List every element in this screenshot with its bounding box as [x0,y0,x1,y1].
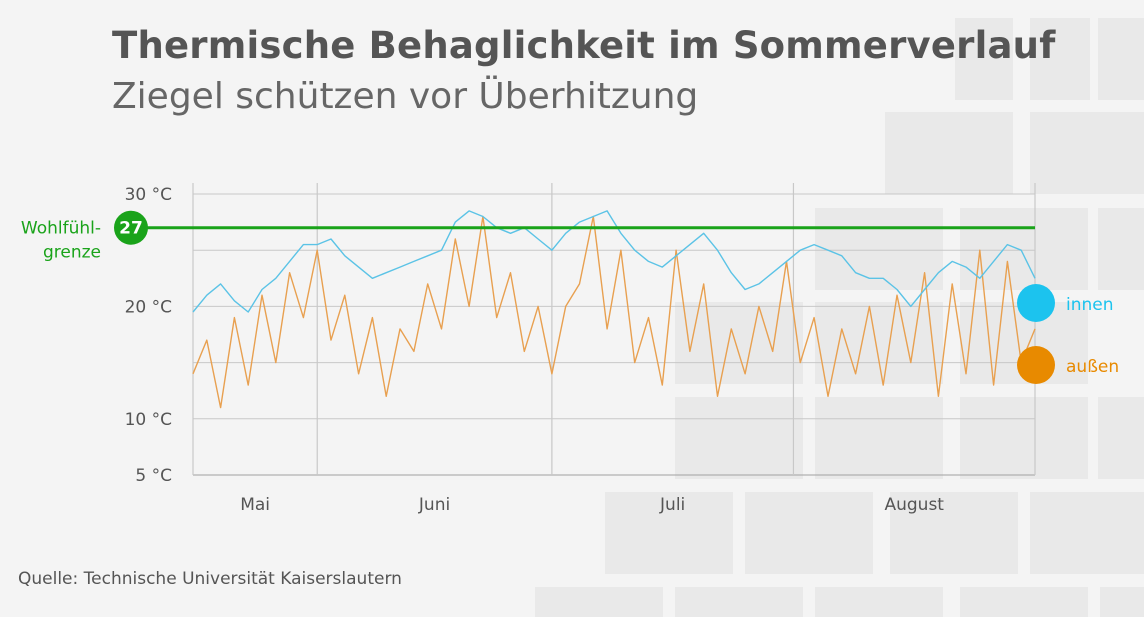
background-brick [1098,208,1144,290]
background-brick [815,587,943,617]
background-brick [675,397,803,479]
chart-title: Thermische Behaglichkeit im Sommerverlau… [112,24,1056,67]
background-brick [960,587,1088,617]
month-label: August [884,495,944,515]
legend-label-innen: innen [1066,295,1114,315]
background-brick [1098,18,1144,100]
background-brick [535,587,663,617]
y-tick-label: 5 °C [135,466,172,486]
comfort-limit-label: grenze [43,243,101,263]
background-brick [885,112,1013,194]
source-note: Quelle: Technische Universität Kaisersla… [18,569,402,589]
month-label: Juli [659,495,685,515]
legend-marker-innen [1017,284,1055,322]
legend-marker-aussen [1017,346,1055,384]
comfort-limit-value: 27 [119,219,143,239]
y-tick-label: 10 °C [125,410,172,430]
background-brick [1030,18,1090,100]
background-brick [890,492,1018,574]
background-brick [675,587,803,617]
comfort-limit-badge [114,210,148,245]
background-brick [675,302,803,384]
background-brick [745,492,873,574]
legend-label-aussen: außen [1066,357,1119,377]
background-brick [1100,587,1144,617]
background-brick [955,18,1013,100]
series-line-innen [192,210,1036,313]
comfort-limit-label: Wohlfühl- [21,219,101,239]
background-brick [960,397,1088,479]
background-brick [1030,492,1144,574]
background-brick [815,397,943,479]
background-brick [815,302,943,384]
background-brick [1098,397,1144,479]
chart-subtitle: Ziegel schützen vor Überhitzung [112,76,699,117]
background-brick [1030,112,1144,194]
y-tick-label: 30 °C [125,185,172,205]
background-brick [815,208,943,290]
month-label: Mai [240,495,270,515]
background-brick [605,492,733,574]
y-tick-label: 20 °C [125,297,172,317]
series-line-aussen [192,215,1036,409]
month-label: Juni [418,495,450,515]
